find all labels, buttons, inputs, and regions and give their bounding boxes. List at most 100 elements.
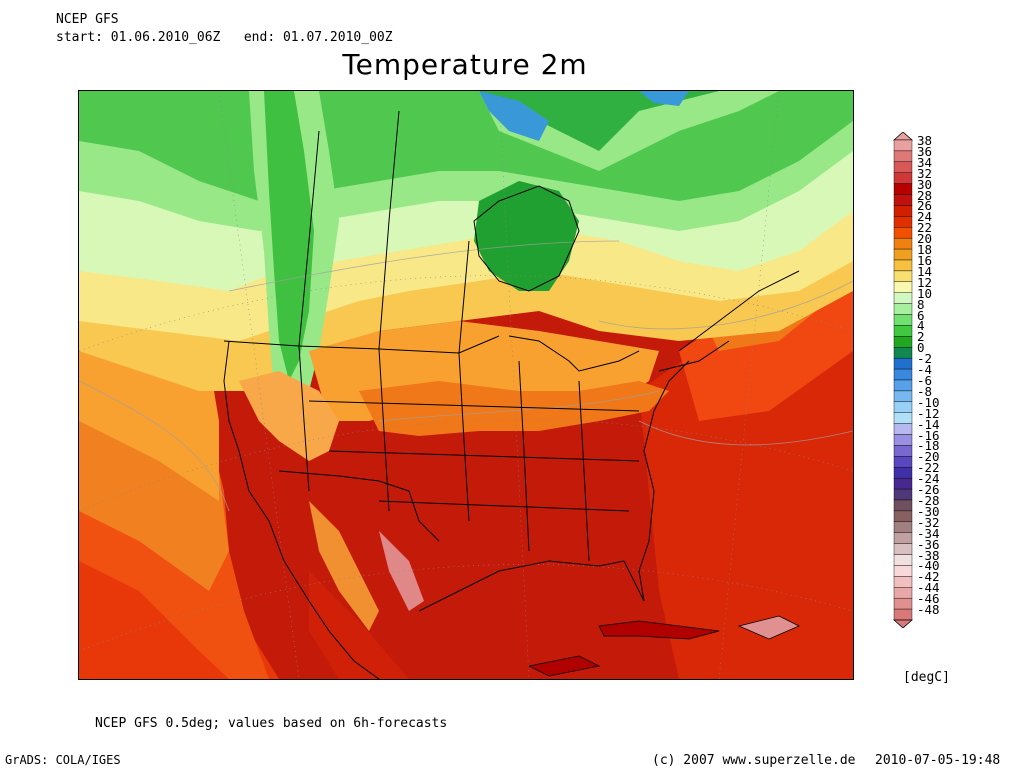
software-label: GrADS: COLA/IGES bbox=[5, 753, 121, 767]
legend-tick-label: -24 bbox=[917, 471, 940, 487]
legend-tick-label: 36 bbox=[917, 143, 933, 159]
legend-swatch bbox=[893, 608, 913, 621]
legend-swatch bbox=[893, 194, 913, 206]
legend-tick-label: -32 bbox=[917, 514, 940, 530]
legend-swatch bbox=[893, 259, 913, 272]
legend-bottom-arrow bbox=[893, 619, 913, 628]
legend-tick-label: 28 bbox=[917, 187, 933, 203]
legend-tick-label: -8 bbox=[917, 383, 933, 399]
legend-tick-label: 22 bbox=[917, 220, 933, 236]
legend-tick-label: 20 bbox=[917, 231, 933, 247]
legend-swatch bbox=[893, 521, 913, 533]
legend-tick-label: -10 bbox=[917, 394, 940, 410]
legend-swatch bbox=[893, 347, 913, 359]
legend-tick-label: 4 bbox=[917, 318, 925, 334]
legend-tick-label: -4 bbox=[917, 362, 933, 378]
legend-tick-label: -12 bbox=[917, 405, 940, 421]
legend-tick-label: -26 bbox=[917, 482, 940, 498]
color-legend bbox=[893, 132, 913, 628]
copyright-label: (c) 2007 www.superzelle.de bbox=[652, 753, 856, 768]
timestamp-label: 2010-07-05-19:48 bbox=[875, 753, 1001, 768]
legend-swatch bbox=[893, 183, 913, 195]
legend-swatch bbox=[893, 532, 913, 544]
legend-tick-label: 24 bbox=[917, 209, 933, 225]
legend-tick-label: 34 bbox=[917, 154, 933, 170]
legend-tick-label: 38 bbox=[917, 133, 933, 148]
legend-tick-label: 0 bbox=[917, 340, 925, 356]
legend-tick-label: -34 bbox=[917, 525, 940, 541]
legend-swatch bbox=[893, 270, 913, 283]
legend-swatch bbox=[893, 227, 913, 239]
legend-swatch bbox=[893, 510, 913, 523]
legend-tick-label: -22 bbox=[917, 460, 940, 476]
legend-tick-label: -36 bbox=[917, 536, 940, 552]
legend-swatch bbox=[893, 172, 913, 184]
model-label: NCEP GFS bbox=[56, 12, 119, 27]
legend-tick-label: -18 bbox=[917, 438, 940, 454]
legend-swatch bbox=[893, 292, 913, 304]
legend-swatch bbox=[893, 587, 913, 599]
legend-swatch bbox=[893, 368, 913, 381]
legend-swatch bbox=[893, 336, 913, 348]
legend-tick-label: 18 bbox=[917, 242, 933, 258]
legend-tick-label: -46 bbox=[917, 591, 940, 607]
legend-swatch bbox=[893, 139, 913, 152]
legend-tick-label: -6 bbox=[917, 373, 933, 388]
unit-label: [degC] bbox=[903, 670, 950, 685]
legend-tick-label: 2 bbox=[917, 329, 925, 345]
legend-tick-label: -44 bbox=[917, 580, 940, 596]
legend-tick-label: -48 bbox=[917, 602, 940, 618]
temperature-map bbox=[78, 90, 854, 680]
legend-tick-label: 30 bbox=[917, 176, 933, 192]
legend-swatch bbox=[893, 488, 913, 501]
legend-swatch bbox=[893, 161, 913, 173]
legend-tick-label: 16 bbox=[917, 253, 933, 268]
legend-swatch bbox=[893, 248, 913, 261]
legend-swatch bbox=[893, 357, 913, 370]
legend-swatch bbox=[893, 237, 913, 250]
period-label: start: 01.06.2010_06Z end: 01.07.2010_00… bbox=[56, 30, 393, 45]
legend-tick-label: 26 bbox=[917, 198, 933, 214]
legend-swatch bbox=[893, 325, 913, 337]
legend-tick-label: -38 bbox=[917, 547, 940, 563]
map-title: Temperature 2m bbox=[342, 48, 588, 81]
legend-swatch bbox=[893, 576, 913, 588]
legend-swatch bbox=[893, 477, 913, 490]
legend-tick-label: -30 bbox=[917, 503, 940, 519]
legend-swatch bbox=[893, 216, 913, 228]
legend-tick-label: -14 bbox=[917, 416, 940, 432]
legend-tick-label: -2 bbox=[917, 351, 933, 367]
legend-swatch bbox=[893, 205, 913, 217]
legend-tick-label: 8 bbox=[917, 296, 925, 312]
legend-swatch bbox=[893, 499, 913, 512]
legend-tick-label: -40 bbox=[917, 558, 940, 574]
legend-swatch bbox=[893, 412, 913, 424]
legend-swatch bbox=[893, 401, 913, 413]
legend-swatch bbox=[893, 303, 913, 315]
legend-swatch bbox=[893, 543, 913, 555]
footer-note: NCEP GFS 0.5deg; values based on 6h-fore… bbox=[95, 716, 448, 731]
legend-swatch bbox=[893, 390, 913, 403]
legend-tick-label: 6 bbox=[917, 307, 925, 323]
legend-swatch bbox=[893, 379, 913, 392]
legend-tick-label: 32 bbox=[917, 165, 933, 181]
legend-swatch bbox=[893, 150, 913, 163]
legend-swatch bbox=[893, 423, 913, 435]
legend-swatch bbox=[893, 445, 913, 457]
legend-top-arrow bbox=[893, 132, 913, 141]
legend-swatch bbox=[893, 467, 913, 479]
legend-tick-label: -20 bbox=[917, 449, 940, 465]
legend-tick-label: -16 bbox=[917, 427, 940, 443]
legend-tick-label: 12 bbox=[917, 274, 933, 290]
legend-swatch bbox=[893, 281, 913, 293]
legend-swatch bbox=[893, 434, 913, 446]
legend-swatch bbox=[893, 314, 913, 326]
legend-tick-label: 10 bbox=[917, 285, 933, 301]
legend-swatch bbox=[893, 565, 913, 577]
legend-swatch bbox=[893, 597, 913, 610]
legend-swatch bbox=[893, 554, 913, 566]
legend-tick-label: 14 bbox=[917, 263, 933, 279]
legend-tick-label: -42 bbox=[917, 569, 940, 585]
legend-tick-label: -28 bbox=[917, 493, 940, 508]
legend-swatch bbox=[893, 456, 913, 468]
